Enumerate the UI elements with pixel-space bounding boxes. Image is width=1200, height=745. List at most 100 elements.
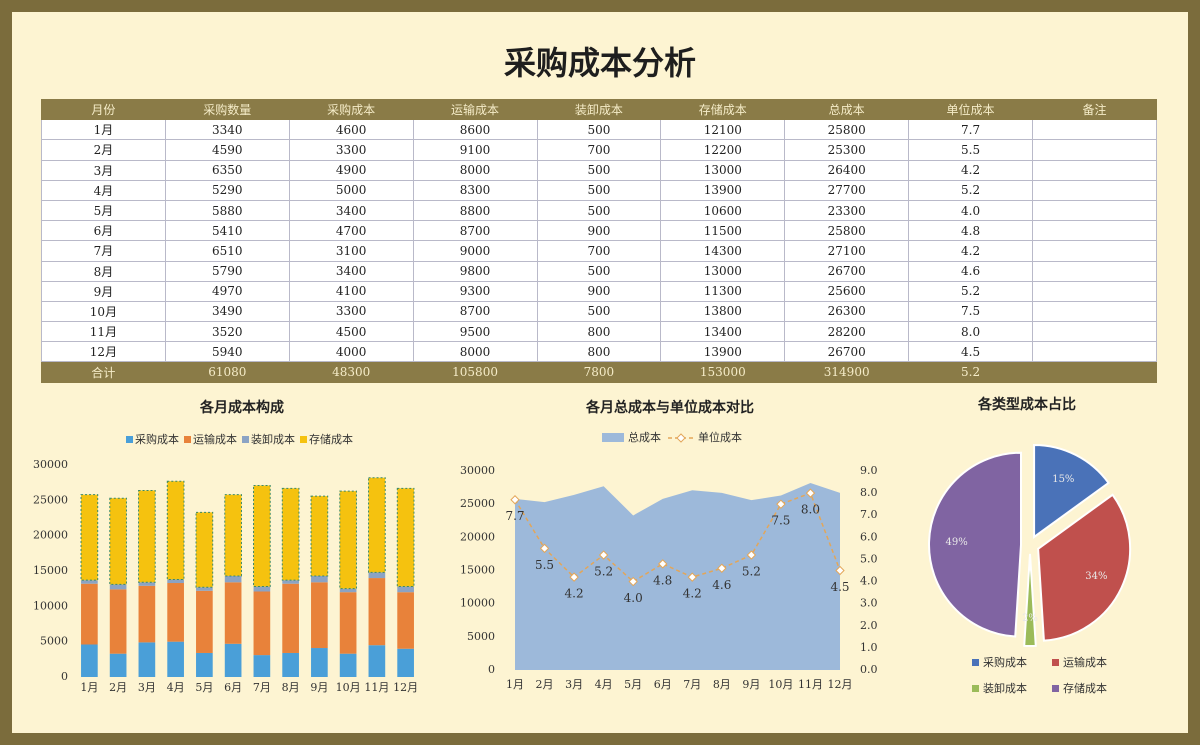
table-cell: 5290	[164, 179, 290, 201]
table-cell: 5410	[164, 220, 290, 242]
data-label: 4.6	[712, 578, 731, 592]
bar-segment	[311, 648, 328, 677]
bar-segment	[138, 489, 156, 583]
x-tick-label: 9月	[310, 681, 328, 694]
total-cell: 5.2	[908, 361, 1033, 383]
bar-segment	[196, 652, 213, 677]
y-tick-label: 10000	[33, 599, 68, 612]
table-cell: 3400	[288, 199, 414, 222]
header-cell: 存储成本	[660, 98, 786, 121]
bar-segment	[224, 494, 242, 577]
data-label: 4.8	[653, 573, 672, 587]
table-cell: 4600	[288, 119, 414, 141]
y-tick-label: 20000	[460, 530, 495, 543]
x-tick-label: 11月	[798, 678, 823, 691]
pie-slice	[1023, 553, 1037, 647]
table-cell: 4.2	[908, 240, 1033, 262]
table-cell: 9800	[412, 260, 538, 282]
bar-segment	[138, 582, 156, 586]
legend-swatch	[972, 685, 979, 692]
slice-label: 2%	[1022, 613, 1038, 624]
y-tick-label: 1.0	[860, 641, 878, 654]
table-cell: 3490	[164, 300, 290, 323]
total-cell: 合计	[41, 361, 166, 383]
bar-segment	[196, 590, 213, 653]
bar-segment	[311, 582, 328, 649]
x-tick-label: 10月	[768, 678, 793, 691]
legend-label: 采购成本	[135, 432, 179, 446]
table-cell: 12200	[660, 139, 786, 161]
table-cell: 11月	[41, 321, 166, 343]
marker	[658, 559, 668, 569]
x-tick-label: 8月	[713, 678, 731, 691]
marker	[569, 572, 579, 582]
table-cell: 5.5	[908, 139, 1033, 161]
table-cell: 26400	[784, 159, 910, 181]
bar-segment	[339, 592, 357, 654]
bar-segment	[196, 587, 213, 591]
table-cell: 4700	[288, 220, 414, 242]
table-cell: 13000	[660, 159, 786, 181]
x-tick-label: 9月	[742, 678, 760, 691]
table-row: 2月 4590 3300 9100 700 12200 25300 5.5	[41, 139, 1157, 161]
y-tick-label: 25000	[33, 493, 68, 506]
bar-segment	[224, 575, 242, 583]
table-cell: 9000	[412, 240, 538, 262]
data-label: 5.2	[742, 565, 761, 579]
table-cell: 13900	[660, 179, 786, 201]
bar-segment	[397, 592, 414, 649]
table-cell: 700	[536, 240, 662, 262]
bar-segment	[138, 642, 156, 677]
bar-segment	[368, 477, 386, 573]
slice-label: 49%	[946, 537, 968, 548]
header-cell: 总成本	[784, 98, 910, 121]
line	[514, 492, 841, 583]
legend-swatch	[242, 436, 249, 443]
y-tick-label: 7.0	[860, 508, 878, 521]
table-cell: 9300	[412, 280, 538, 302]
bar-segment	[253, 586, 271, 592]
legend-label: 运输成本	[193, 432, 237, 446]
data-label: 8.0	[801, 503, 820, 517]
x-tick-label: 10月	[336, 681, 361, 694]
bar-segment	[311, 575, 328, 583]
marker	[746, 550, 757, 560]
table-cell: 900	[536, 220, 662, 242]
table-cell: 26700	[784, 260, 910, 282]
total-cell: 7800	[536, 361, 662, 383]
legend-label: 装卸成本	[251, 432, 295, 446]
table-cell: 23300	[784, 199, 910, 222]
x-tick-label: 8月	[282, 681, 300, 694]
legend-label: 总成本	[628, 430, 661, 444]
y-tick-label: 15000	[460, 564, 495, 577]
bar-segment	[253, 591, 271, 656]
legend-label: 存储成本	[309, 432, 353, 446]
bar-segment	[138, 585, 156, 643]
table-cell: 3300	[288, 300, 414, 323]
x-tick-label: 6月	[654, 678, 672, 691]
bar-segment	[224, 643, 242, 677]
marker	[835, 565, 845, 576]
bar-segment	[109, 589, 127, 654]
legend-label: 装卸成本	[983, 681, 1027, 695]
table-cell: 500	[536, 260, 662, 282]
table-cell: 4月	[41, 179, 166, 201]
y-tick-label: 4.0	[860, 575, 878, 588]
bar-segment	[339, 490, 357, 590]
data-label: 4.2	[683, 587, 702, 601]
bar-segment	[253, 655, 271, 677]
y-tick-label: 5.0	[860, 552, 878, 565]
legend-swatch	[300, 436, 307, 443]
table-cell: 3340	[164, 119, 290, 141]
x-tick-label: 4月	[595, 678, 613, 691]
x-tick-label: 3月	[138, 681, 156, 694]
note-cell	[1032, 199, 1157, 222]
note-cell	[1032, 361, 1157, 383]
table-cell: 500	[536, 119, 662, 141]
data-label: 4.2	[565, 587, 584, 601]
data-label: 7.5	[771, 514, 790, 528]
bar-segment	[282, 652, 299, 677]
bar-segment	[80, 494, 99, 581]
data-label: 4.0	[624, 591, 643, 605]
